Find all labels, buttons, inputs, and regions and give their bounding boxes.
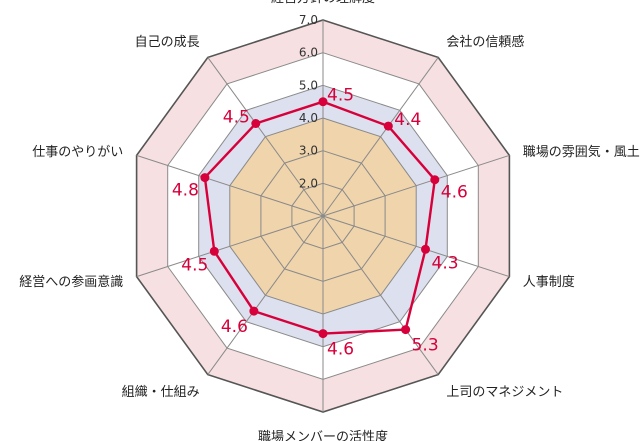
data-point <box>383 121 393 131</box>
axis-spoke <box>322 215 439 375</box>
axis-label: 職場の雰囲気・風土 <box>523 144 640 160</box>
axis-label: 経営への参画意識 <box>19 274 123 290</box>
tick-label: 6.0 <box>299 46 318 60</box>
axis-label: 上司のマネジメント <box>446 385 563 400</box>
tick-label: 5.0 <box>299 78 318 92</box>
axis-label: 人事制度 <box>523 274 575 290</box>
value-label: 4.6 <box>221 317 248 337</box>
axis-spoke <box>207 215 324 375</box>
data-series <box>200 97 440 339</box>
data-point <box>249 306 259 316</box>
value-label: 4.6 <box>441 183 468 203</box>
grid-lines <box>135 19 511 413</box>
value-label: 4.5 <box>223 108 250 128</box>
tick-label: 3.0 <box>299 144 318 158</box>
axis-label: 自己の成長 <box>135 35 200 50</box>
value-label: 4.5 <box>327 86 354 106</box>
value-label: 4.8 <box>172 181 199 201</box>
tick-label: 7.0 <box>299 13 318 27</box>
tick-labels: 2.0 3.0 4.0 5.0 6.0 7.0 <box>299 13 318 190</box>
data-point <box>251 119 261 128</box>
value-label: 4.3 <box>432 253 459 273</box>
tick-label: 4.0 <box>299 111 318 125</box>
axis-spoke <box>322 154 510 217</box>
data-point <box>318 329 328 339</box>
axis-labels: 経営方針の理解度会社の信頼感職場の雰囲気・風土人事制度上司のマネジメント職場メン… <box>19 0 639 441</box>
data-point <box>200 173 210 183</box>
data-point <box>401 325 411 335</box>
axis-label: 会社の信頼感 <box>446 34 524 50</box>
tick-label: 2.0 <box>299 176 318 190</box>
axis-spoke <box>322 215 510 278</box>
axis-label: 経営方針の理解度 <box>271 0 375 6</box>
value-label: 5.3 <box>412 336 439 356</box>
data-point <box>430 175 440 185</box>
data-point <box>421 244 430 254</box>
axis-label: 職場メンバーの活性度 <box>258 429 388 441</box>
value-labels: 4.5 4.4 4.6 4.3 5.3 4.6 4.6 4.5 4.8 4.5 <box>172 86 468 360</box>
value-label: 4.5 <box>181 255 208 275</box>
value-label: 4.6 <box>327 340 354 360</box>
axis-spoke <box>136 154 324 217</box>
axis-label: 仕事のやりがい <box>32 145 123 160</box>
data-point <box>209 246 219 256</box>
axis-spoke <box>207 57 324 217</box>
axis-spoke <box>136 215 324 278</box>
axis-label: 組織・仕組み <box>122 385 200 400</box>
axis-spoke <box>322 57 439 217</box>
value-label: 4.4 <box>394 110 421 130</box>
data-point <box>318 97 328 107</box>
